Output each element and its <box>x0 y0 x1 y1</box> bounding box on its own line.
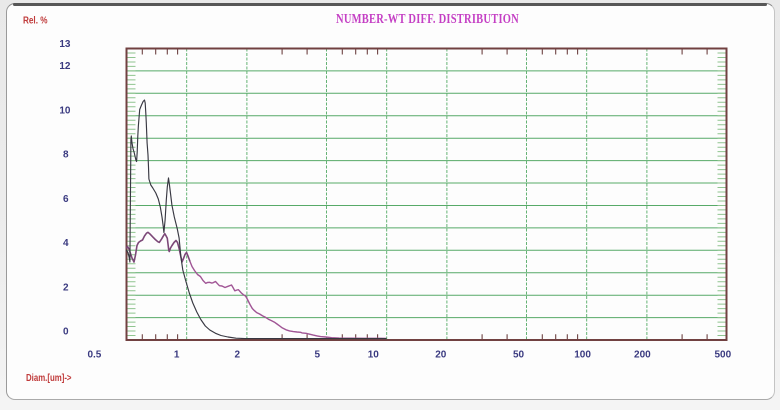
svg-text:6: 6 <box>63 194 69 205</box>
svg-text:2: 2 <box>235 350 241 361</box>
svg-text:8: 8 <box>63 150 69 161</box>
svg-text:0.5: 0.5 <box>87 350 101 361</box>
svg-text:20: 20 <box>435 350 447 361</box>
svg-text:200: 200 <box>634 350 651 361</box>
svg-text:Diam.[um]->: Diam.[um]-> <box>26 373 72 384</box>
svg-text:2: 2 <box>63 283 69 294</box>
svg-text:5: 5 <box>315 350 321 361</box>
svg-text:12: 12 <box>59 61 71 72</box>
svg-text:Rel. %: Rel. % <box>23 16 48 27</box>
svg-text:NUMBER-WT DIFF. DISTRIBUTION: NUMBER-WT DIFF. DISTRIBUTION <box>336 11 519 26</box>
svg-text:10: 10 <box>368 350 380 361</box>
svg-text:10: 10 <box>59 105 71 116</box>
svg-text:4: 4 <box>63 238 69 249</box>
svg-text:13: 13 <box>59 39 71 50</box>
svg-text:500: 500 <box>714 350 731 361</box>
svg-text:100: 100 <box>574 350 591 361</box>
svg-text:50: 50 <box>513 350 525 361</box>
svg-text:1: 1 <box>174 350 180 361</box>
svg-text:0: 0 <box>63 327 69 338</box>
